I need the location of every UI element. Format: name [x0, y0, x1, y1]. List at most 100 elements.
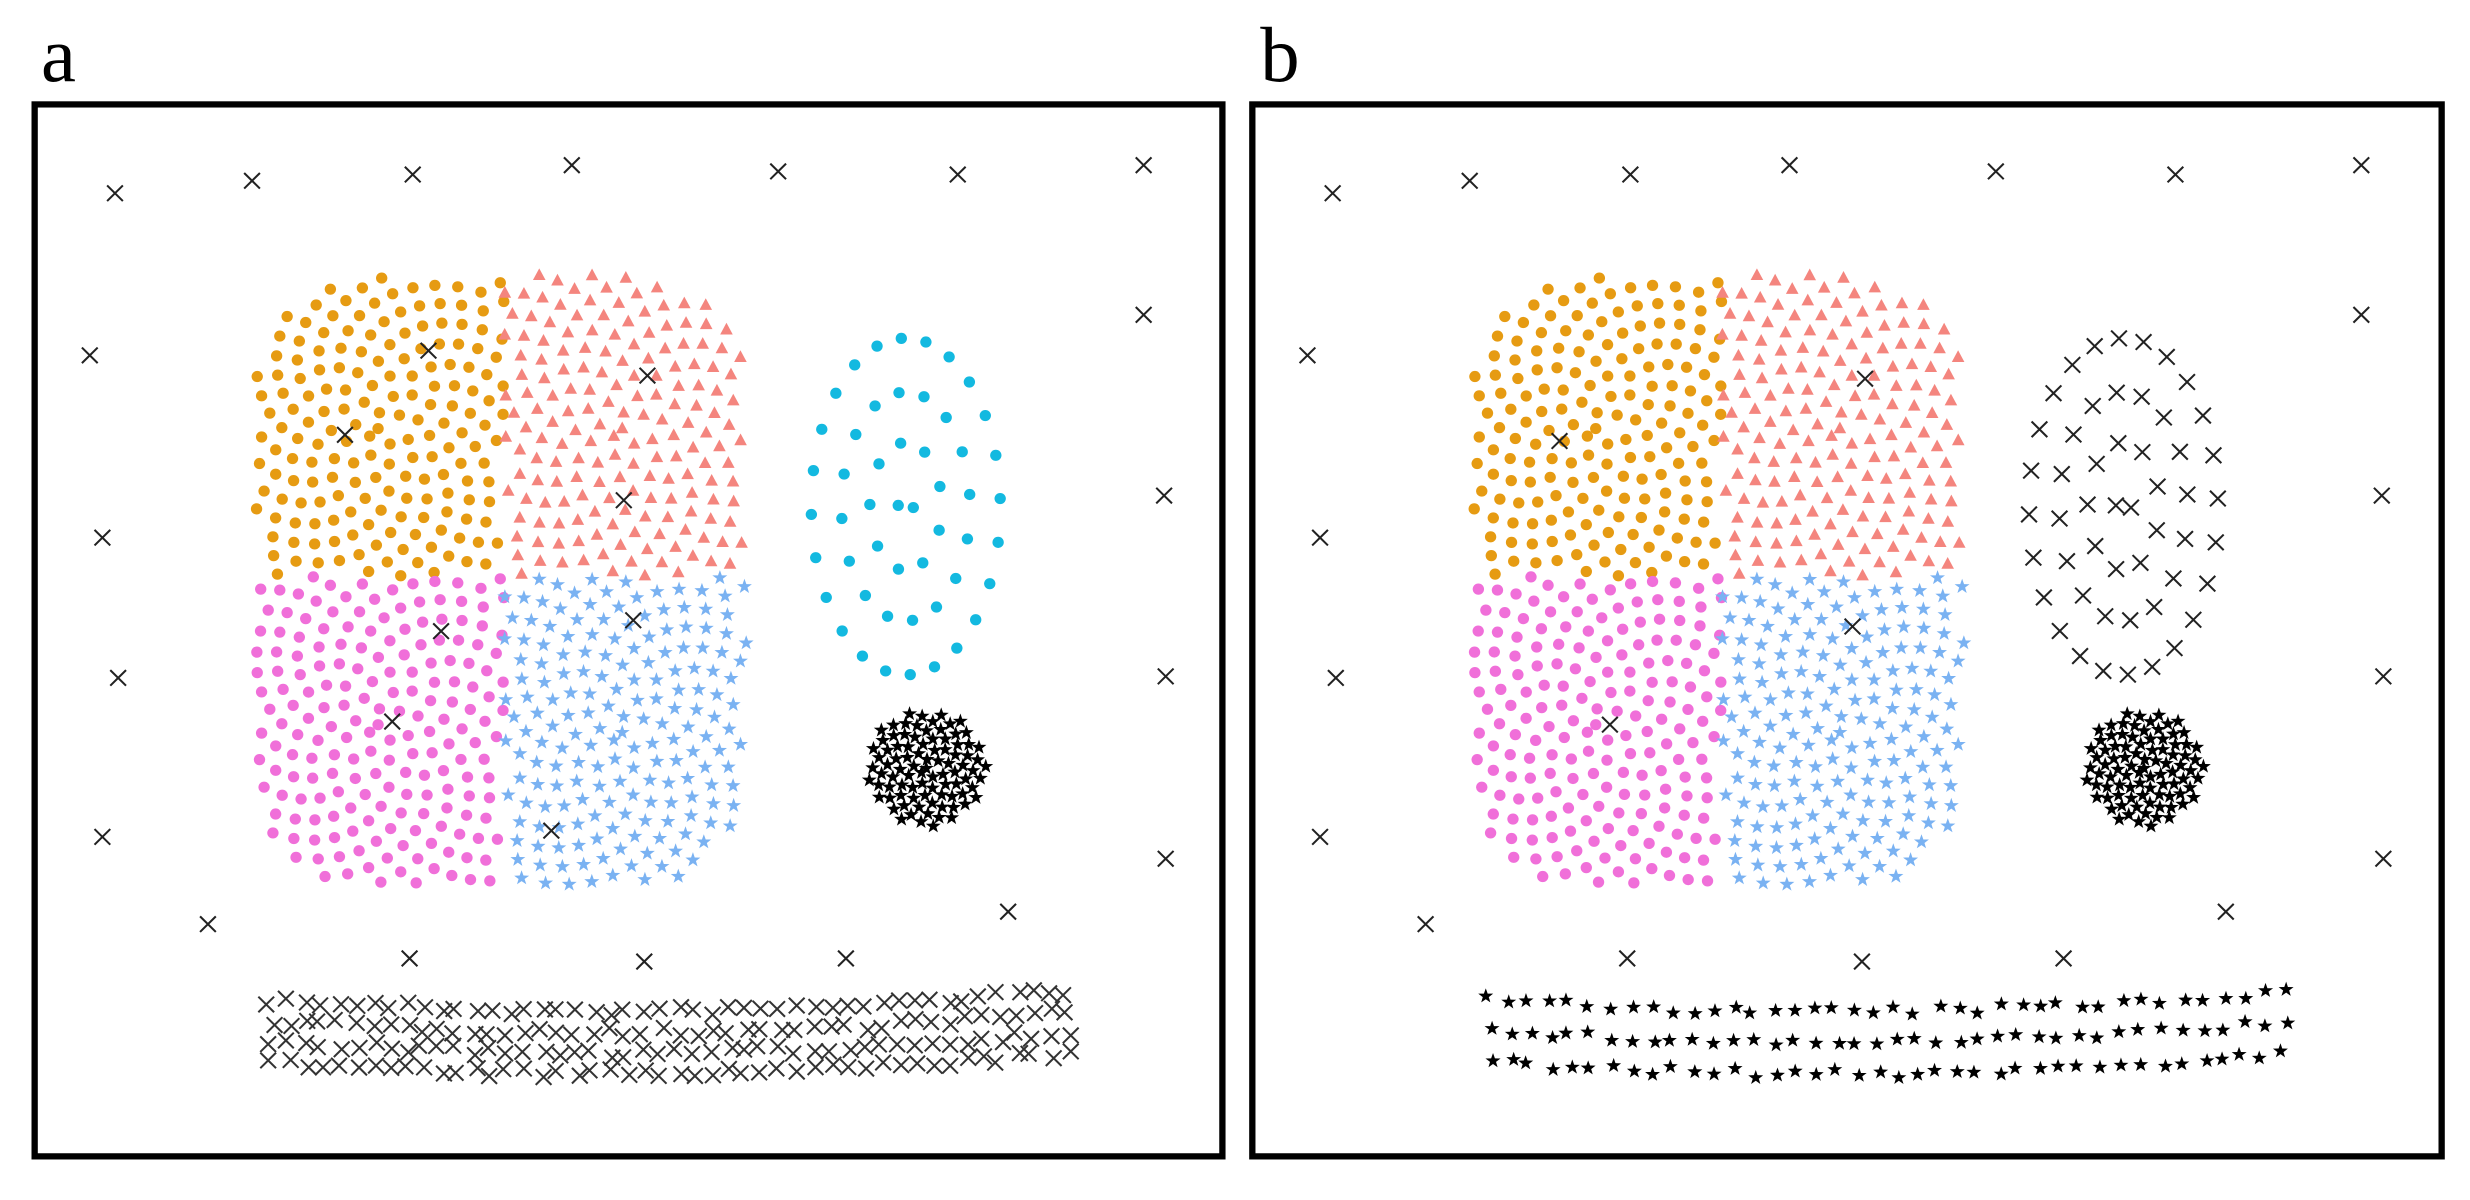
dot-point: [1494, 493, 1506, 505]
dot-point: [1646, 380, 1658, 392]
star-point: [584, 873, 600, 888]
star-point: [1762, 692, 1778, 707]
dot-point: [1531, 660, 1543, 672]
cross-point: [655, 1019, 673, 1037]
dot-point: [270, 740, 282, 752]
triangle-point: [625, 554, 638, 567]
star-point: [661, 775, 677, 790]
dot-point: [476, 324, 488, 336]
star-point: [2152, 799, 2168, 814]
dot-point: [1646, 863, 1658, 875]
star-point: [2272, 1043, 2288, 1058]
dot-point: [472, 832, 485, 844]
star-point: [2178, 992, 2194, 1007]
star-point: [897, 726, 913, 741]
star-point: [1897, 770, 1913, 785]
dot-point: [340, 295, 352, 307]
star-point: [637, 608, 653, 623]
star-point: [518, 723, 534, 738]
star-point: [1784, 585, 1800, 600]
dot-point: [375, 876, 387, 888]
triangle-point: [724, 367, 738, 380]
dot-point: [318, 623, 330, 635]
dot-point: [1588, 835, 1600, 847]
dot-point: [1630, 414, 1642, 426]
dot-point: [491, 537, 504, 549]
star-point: [1793, 856, 1809, 871]
dot-point: [255, 583, 267, 595]
star-point: [1754, 674, 1770, 689]
dot-point: [402, 729, 414, 742]
triangle-point: [660, 318, 674, 331]
star-point: [2107, 738, 2123, 753]
cross-point: [1324, 184, 1342, 202]
dot-point: [1532, 792, 1544, 804]
dot-point: [1613, 511, 1625, 523]
dot-point: [1573, 346, 1585, 358]
dot-point: [1653, 820, 1665, 832]
dot-point: [469, 737, 481, 749]
star-point: [1823, 732, 1839, 747]
star-point: [611, 599, 627, 614]
cross-point: [109, 669, 127, 687]
cross-point: [2024, 549, 2043, 567]
dot-point: [384, 438, 396, 450]
cross-point: [382, 1015, 400, 1033]
dot-point: [1715, 704, 1727, 717]
star-point: [1769, 1067, 1785, 1082]
star-point: [947, 764, 963, 779]
triangle-point: [1868, 280, 1882, 293]
star-point: [497, 589, 513, 604]
cross-point: [788, 1063, 806, 1081]
star-point: [1751, 734, 1767, 749]
star-point: [881, 779, 897, 794]
triangle-point: [1749, 473, 1762, 486]
cross-point: [415, 1058, 433, 1076]
dot-point: [362, 565, 375, 578]
dot-point: [1513, 793, 1525, 805]
dot-point: [302, 390, 315, 402]
triangle-point: [704, 554, 718, 567]
star-point: [925, 818, 941, 833]
dot-point: [497, 676, 509, 688]
star-point: [2133, 736, 2149, 751]
star-point: [1841, 858, 1857, 873]
dot-point: [1618, 492, 1631, 504]
star-point: [1993, 996, 2009, 1011]
star-point: [1730, 770, 1746, 785]
star-point: [569, 611, 585, 626]
dot-point: [1491, 626, 1504, 638]
dot-point: [1558, 731, 1570, 744]
dot-point: [497, 704, 509, 717]
cross-point: [1054, 986, 1072, 1004]
star-point: [2178, 736, 2194, 751]
triangle-point: [578, 341, 592, 353]
cross-point: [1022, 1030, 1040, 1048]
dot-point: [805, 508, 818, 521]
triangle-point: [1816, 344, 1830, 357]
dot-point: [306, 772, 319, 784]
star-point: [1645, 1066, 1661, 1081]
star-point: [636, 711, 652, 726]
star-point: [568, 726, 584, 741]
star-point: [1810, 720, 1826, 735]
dot-point: [276, 718, 288, 730]
cross-point: [2053, 465, 2071, 483]
star-point: [2160, 716, 2176, 731]
dot-point: [1489, 568, 1501, 580]
triangle-point: [506, 307, 519, 319]
cross-point: [922, 1013, 940, 1031]
cross-point: [720, 1060, 738, 1078]
star-point: [896, 797, 912, 812]
dot-point: [326, 767, 339, 780]
cross-point: [890, 991, 908, 1009]
star-point: [902, 706, 918, 721]
dot-point: [930, 601, 943, 613]
cross-point: [672, 1026, 690, 1044]
dot-point: [290, 851, 302, 863]
star-point: [1881, 795, 1897, 810]
triangle-point: [511, 548, 525, 561]
cross-point: [875, 994, 894, 1012]
dot-point: [1708, 731, 1720, 743]
star-point: [2132, 775, 2148, 790]
